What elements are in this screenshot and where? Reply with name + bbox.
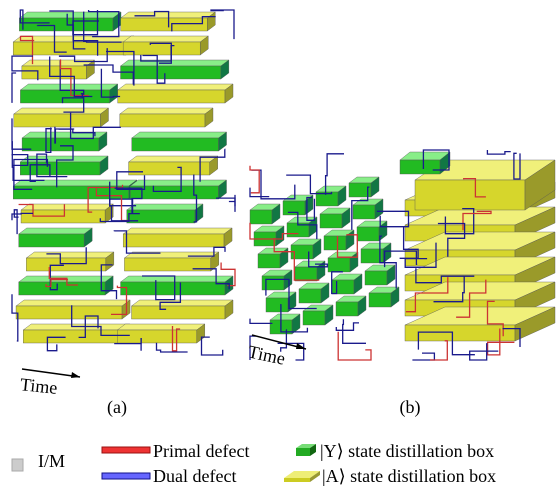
box-front [121,282,225,295]
box-top [132,132,227,138]
box-front [332,280,354,294]
box-front [266,298,288,312]
wire [250,319,272,324]
wire [412,353,434,360]
box-front [320,214,342,228]
box-top [20,84,117,90]
box-front [295,267,317,281]
box-front [19,234,84,247]
box-top [123,36,208,42]
box-top [21,204,113,210]
box-front [258,254,280,268]
box-front [324,236,346,250]
box-front [132,138,219,151]
box-front [23,330,121,343]
box-top [132,300,233,306]
box-top [117,324,204,330]
legend-label: |Y⟩ state distillation box [320,441,494,461]
wire [487,150,510,154]
box-front [130,186,218,199]
legend-label: |A⟩ state distillation box [322,466,496,486]
box-front [121,66,221,79]
box-front [19,282,105,295]
box-top [127,204,203,210]
legend-label: Primal defect [153,441,249,461]
box-front [365,271,387,285]
figure: Time Time (a) (b) I/M Primal defect Dual… [0,0,559,489]
box-front [353,205,375,219]
box-top [118,84,233,90]
box-front [129,162,210,175]
box-front [328,258,350,272]
box-front [117,330,196,343]
box-front [405,325,515,341]
box-front [120,114,205,127]
box-top [14,108,109,114]
wire [336,323,359,330]
panel-label: (b) [400,397,421,418]
wire [202,337,223,355]
box-front [118,90,225,103]
time-label: Time [19,374,58,398]
im-swatch [12,459,23,471]
box-front [16,306,122,319]
box-front [357,227,379,241]
box-front [400,160,440,174]
wire [430,341,447,360]
box-front [250,210,272,224]
box-front [369,293,391,307]
wire [250,166,259,193]
box-top [26,252,113,258]
wire [251,170,294,199]
box-front [303,311,325,325]
box-front [299,289,321,303]
box-front [121,18,208,31]
box-front [336,302,358,316]
dual-swatch [102,473,150,479]
box-top [16,300,130,306]
circuit-rendering [12,10,555,360]
legend-label: Dual defect [153,466,236,486]
wire [470,343,499,360]
time-label: Time [246,341,287,368]
box-top [19,12,121,18]
box-front [132,306,225,319]
box-top [121,60,229,66]
box-front [22,138,99,151]
box-front [14,114,101,127]
box-front [20,162,100,175]
box-top [19,228,92,234]
wire [229,195,235,212]
panel-label: (a) [107,397,127,418]
primal-swatch [102,447,150,453]
box-top [123,228,232,234]
y-box-swatch [296,444,316,456]
wire [12,73,16,103]
box-front [415,180,525,210]
box-front [26,258,105,271]
box-top [120,108,213,114]
legend-label: I/M [38,451,65,471]
arrow-head [71,372,80,378]
box-front [20,90,109,103]
a-box-swatch [284,471,320,482]
box-front [123,234,224,247]
box-front [13,42,126,55]
box-front [19,18,113,31]
